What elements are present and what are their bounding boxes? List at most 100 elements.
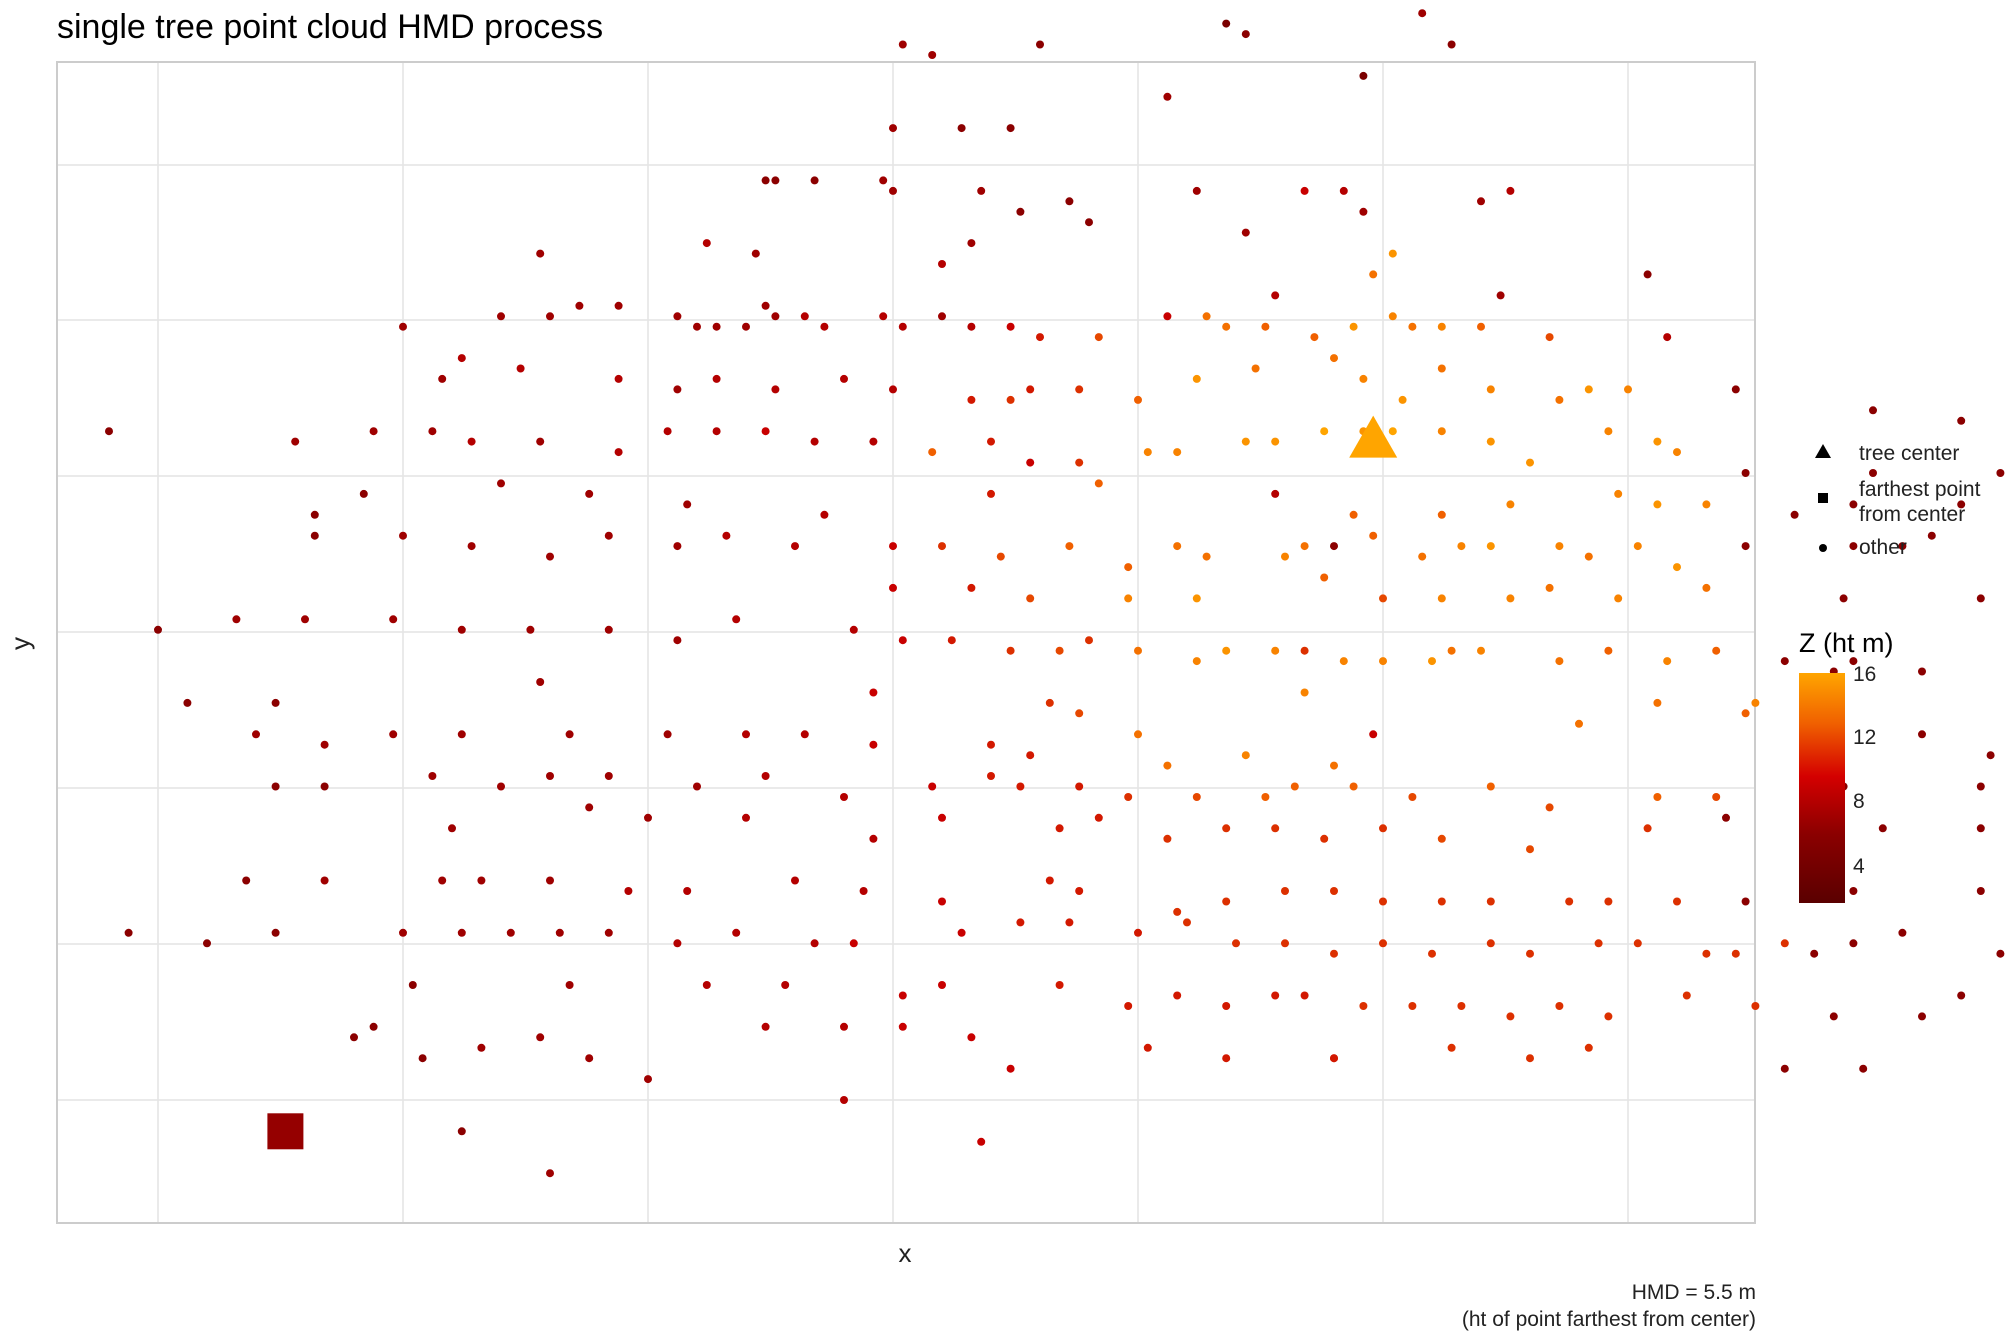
point	[604, 772, 613, 780]
point	[800, 312, 809, 321]
point	[1614, 594, 1623, 603]
point	[585, 803, 594, 812]
point	[869, 834, 878, 843]
point	[1780, 1064, 1789, 1073]
point	[879, 176, 888, 185]
point	[555, 928, 564, 937]
point	[546, 552, 554, 561]
point	[1320, 573, 1329, 582]
point	[1486, 782, 1495, 791]
point	[987, 772, 995, 780]
point	[1006, 1064, 1015, 1073]
point	[1134, 730, 1142, 739]
point	[232, 615, 241, 624]
point	[1398, 395, 1407, 404]
point	[389, 615, 398, 624]
point	[673, 542, 682, 551]
point	[673, 312, 682, 321]
point	[526, 625, 535, 634]
point	[1075, 782, 1084, 791]
point	[1643, 270, 1652, 279]
point	[644, 813, 652, 822]
point	[1663, 657, 1672, 666]
point	[869, 437, 878, 446]
point	[1143, 1043, 1152, 1052]
point	[1996, 469, 2005, 477]
point	[1183, 918, 1191, 927]
point	[1271, 824, 1280, 833]
point	[761, 427, 770, 436]
point	[1428, 949, 1436, 958]
point	[859, 887, 868, 895]
point	[1251, 364, 1260, 373]
point	[1555, 1002, 1564, 1010]
point	[1408, 322, 1417, 331]
point	[1369, 531, 1378, 540]
point	[565, 981, 574, 989]
point	[1653, 793, 1662, 801]
point	[320, 740, 329, 749]
point	[781, 981, 790, 989]
point	[1477, 646, 1485, 655]
point	[1829, 1012, 1838, 1021]
point	[1643, 824, 1652, 833]
point	[1408, 793, 1417, 801]
point	[1330, 542, 1338, 551]
point	[1633, 542, 1642, 551]
point	[438, 876, 447, 885]
point	[879, 312, 888, 321]
point	[1584, 552, 1593, 561]
point	[840, 1022, 848, 1031]
point	[1222, 897, 1231, 906]
point	[310, 531, 319, 540]
point	[683, 887, 692, 895]
hmd-caption: HMD = 5.5 m	[1631, 1281, 1756, 1304]
point	[977, 186, 986, 195]
point	[1486, 542, 1495, 551]
point	[1192, 186, 1201, 195]
point	[242, 876, 251, 885]
point	[1673, 897, 1681, 906]
point	[1388, 427, 1397, 436]
point	[1477, 322, 1485, 331]
point	[1898, 542, 1907, 551]
point	[1310, 333, 1319, 342]
point	[1437, 364, 1446, 373]
point	[438, 374, 447, 383]
point	[1555, 657, 1564, 666]
point	[1094, 813, 1103, 822]
point	[1986, 751, 1995, 760]
point	[1741, 469, 1750, 477]
point	[1379, 897, 1387, 906]
point	[203, 939, 211, 948]
point	[1173, 991, 1182, 1000]
point	[536, 249, 545, 258]
point	[1026, 385, 1035, 394]
point	[889, 583, 897, 592]
point	[967, 395, 976, 404]
point	[575, 301, 584, 310]
point	[399, 322, 407, 331]
point	[947, 636, 956, 645]
point	[1330, 1054, 1338, 1063]
point	[457, 354, 466, 363]
grid-lines	[57, 62, 1755, 1223]
point	[310, 510, 319, 519]
markers-layer	[267, 415, 1398, 1150]
point	[928, 782, 937, 791]
point	[1241, 228, 1250, 237]
point	[1222, 646, 1231, 655]
point	[1918, 730, 1926, 739]
point	[1751, 1002, 1760, 1010]
point	[1202, 312, 1211, 321]
point	[124, 928, 133, 937]
point	[889, 385, 897, 394]
point	[1927, 531, 1936, 540]
point	[389, 730, 398, 739]
point	[1359, 71, 1368, 80]
point	[1604, 897, 1613, 906]
point	[1506, 1012, 1515, 1021]
point	[1232, 939, 1240, 948]
point	[1486, 437, 1495, 446]
point	[1437, 834, 1446, 843]
